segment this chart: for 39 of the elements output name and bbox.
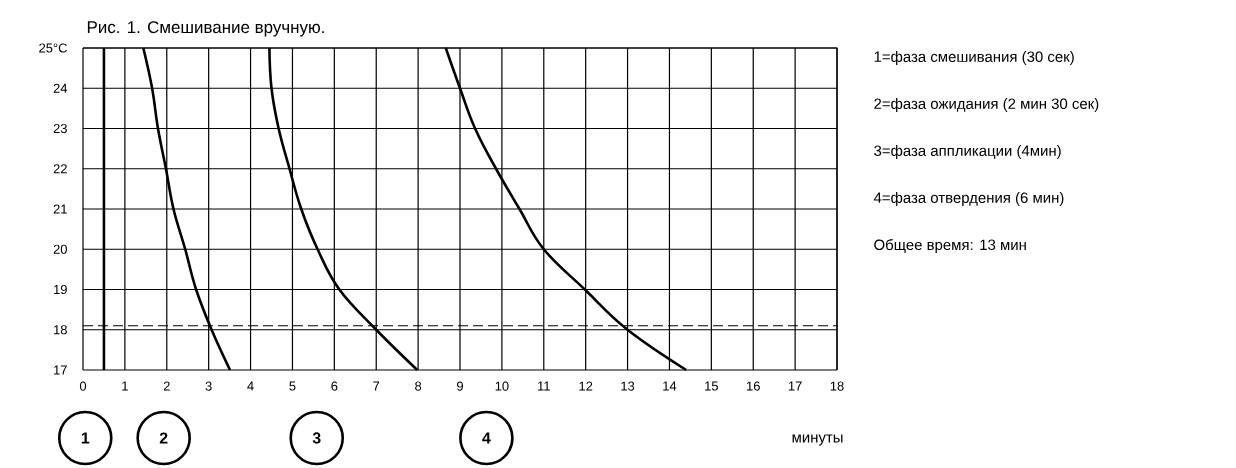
x-tick-label: 15 xyxy=(705,381,718,391)
text: 1=фаза смешивания (30 сек) xyxy=(874,51,1074,65)
chart-title: Рис. 1. Смешивание вручную. xyxy=(87,21,324,37)
y-tick-label: 17 xyxy=(54,365,67,375)
text: 3 xyxy=(312,432,321,444)
x-tick-label: 5 xyxy=(289,381,296,391)
x-tick-label: 11 xyxy=(538,381,550,391)
x-tick-label: 18 xyxy=(830,381,844,391)
text: 2 xyxy=(159,432,168,444)
x-tick-label: 1 xyxy=(122,381,128,391)
x-tick-label: 7 xyxy=(373,381,380,391)
x-tick-label: 14 xyxy=(663,381,677,391)
x-tick-label: 3 xyxy=(205,381,212,391)
y-tick-label: 23 xyxy=(53,123,67,134)
x-tick-label: 17 xyxy=(788,381,802,391)
x-tick-label: 2 xyxy=(163,381,170,391)
y-tick-label: 21 xyxy=(53,204,67,214)
x-tick-label: 8 xyxy=(415,381,422,391)
y-tick-label: 25°C xyxy=(39,43,67,53)
x-tick-label: 12 xyxy=(579,381,593,391)
y-tick-label: 20 xyxy=(53,244,67,254)
y-tick-label: 18 xyxy=(54,325,67,335)
x-tick-label: 9 xyxy=(457,381,463,391)
text: Общее время: 13 мин xyxy=(874,238,1026,254)
text: 3=фаза аппликации (4мин) xyxy=(874,145,1061,159)
x-tick-label: 16 xyxy=(747,381,760,391)
y-tick-label: 19 xyxy=(54,284,67,295)
x-axis-title: минуты xyxy=(792,434,843,446)
text: 1 xyxy=(81,432,90,444)
y-tick-label: 22 xyxy=(53,164,67,174)
text: 2=фаза ожидания (2 мин 30 сек) xyxy=(874,98,1099,112)
x-tick-label: 4 xyxy=(247,381,254,391)
x-tick-label: 10 xyxy=(495,381,509,391)
x-tick-label: 6 xyxy=(331,381,338,391)
y-tick-label: 24 xyxy=(53,83,68,93)
text: 4 xyxy=(482,432,491,444)
text: 4=фаза отвердения (6 мин) xyxy=(873,192,1064,206)
x-tick-label: 0 xyxy=(79,381,87,391)
x-tick-label: 13 xyxy=(621,381,635,391)
